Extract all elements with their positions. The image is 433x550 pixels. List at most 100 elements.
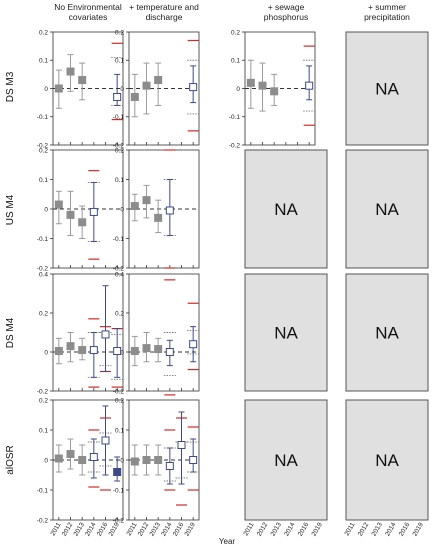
y-tick-label: 0.4 <box>39 271 48 278</box>
na-label-r3-c4: NA <box>375 324 399 343</box>
x-tick-label: 2016 <box>172 521 185 537</box>
y-tick-label: -0.2 <box>37 265 49 272</box>
estimate-point-2016 <box>177 441 186 449</box>
estimate-point-2012 <box>142 81 151 90</box>
column-title-2-line-2: discharge <box>146 12 183 22</box>
column-title-3-line-2: phosphorus <box>264 12 308 22</box>
estimate-point-2011 <box>130 92 139 101</box>
y-tick-label: -0.1 <box>113 114 125 121</box>
y-tick-label: 0 <box>44 457 48 464</box>
column-title-1-line-2: covariates <box>69 12 108 22</box>
y-tick-label: -0.2 <box>113 388 125 395</box>
estimate-point-2011 <box>130 347 139 356</box>
x-tick-label: 2016 <box>398 521 411 537</box>
estimate-point-2019 <box>113 468 122 476</box>
y-tick-label: -0.1 <box>37 236 49 243</box>
y-tick-label: -0.2 <box>37 517 49 524</box>
estimate-point-2016 <box>101 330 110 339</box>
estimate-point-2019 <box>189 456 198 464</box>
estimate-point-2012 <box>142 456 151 464</box>
y-tick-label: 0.2 <box>39 29 48 36</box>
y-tick-label: 0 <box>120 86 124 93</box>
estimate-point-2012 <box>66 450 75 458</box>
estimate-point-2013 <box>78 76 87 85</box>
x-tick-label: 2014 <box>160 521 173 537</box>
column-title-4-line-1: + summer <box>368 2 406 12</box>
x-tick-label: 2013 <box>371 521 384 537</box>
na-panel-r1-c4 <box>345 31 429 146</box>
estimate-point-2012 <box>142 196 151 205</box>
row-label-1: DS M3 <box>5 71 16 102</box>
estimate-point-2019 <box>189 83 198 92</box>
y-tick-label: 0.2 <box>39 310 48 317</box>
x-tick-label: 2019 <box>412 521 425 537</box>
estimate-point-2013 <box>154 456 163 464</box>
y-tick-label: 0 <box>120 457 124 464</box>
column-title-3-line-1: + sewage <box>268 2 305 12</box>
estimate-point-2013 <box>154 345 163 354</box>
y-tick-label: 0.2 <box>39 147 48 154</box>
x-tick-label: 2012 <box>357 521 370 537</box>
x-tick-label: 2014 <box>84 521 97 537</box>
column-title-4-line-2: precipitation <box>364 12 410 22</box>
estimate-point-2019 <box>189 340 198 349</box>
y-tick-label: -0.1 <box>113 487 125 494</box>
estimate-point-2011 <box>54 200 63 209</box>
estimate-point-2014 <box>89 453 98 461</box>
estimate-point-2016 <box>101 436 110 445</box>
y-tick-label: 0.1 <box>115 58 124 65</box>
na-label-r2-c3: NA <box>274 200 298 219</box>
y-tick-label: 0 <box>120 349 124 356</box>
y-tick-label: 0.1 <box>115 177 124 184</box>
x-tick-label: 2016 <box>297 521 310 537</box>
estimate-point-2019 <box>113 92 122 101</box>
estimate-point-2012 <box>142 344 151 353</box>
na-panel-r2-c4 <box>345 149 429 269</box>
na-label-r2-c4: NA <box>375 200 399 219</box>
y-tick-label: 0.1 <box>39 177 48 184</box>
estimate-point-2012 <box>66 210 75 219</box>
y-tick-label: -0.1 <box>37 114 49 121</box>
column-title-1-line-1: No Environmental <box>54 2 122 12</box>
estimate-point-2013 <box>270 87 279 96</box>
estimate-point-2013 <box>78 346 87 355</box>
estimate-point-2012 <box>66 342 75 351</box>
row-label-2: US M4 <box>5 194 16 225</box>
x-tick-label: 2013 <box>270 521 283 537</box>
y-tick-label: -0.2 <box>37 142 49 149</box>
x-tick-label: 2012 <box>137 521 150 537</box>
y-tick-label: -0.2 <box>229 142 241 149</box>
x-tick-label: 2014 <box>384 521 397 537</box>
y-tick-label: 0.2 <box>115 310 124 317</box>
column-title-2-line-1: + temperature and <box>129 2 199 12</box>
estimate-point-2011 <box>54 347 63 356</box>
x-tick-label: 2011 <box>243 521 256 537</box>
y-tick-label: 0.2 <box>39 397 48 404</box>
y-tick-label: -0.2 <box>113 142 125 149</box>
x-axis-title: Year <box>219 537 236 546</box>
estimate-point-2013 <box>154 213 163 222</box>
na-label-r3-c3: NA <box>274 324 298 343</box>
estimate-point-2012 <box>258 81 267 90</box>
estimate-point-2011 <box>246 78 255 87</box>
x-tick-label: 2019 <box>311 521 324 537</box>
y-tick-label: -0.1 <box>37 487 49 494</box>
x-tick-label: 2011 <box>344 521 357 537</box>
y-tick-label: 0 <box>236 86 240 93</box>
x-tick-label: 2012 <box>61 521 74 537</box>
na-panel-r4-c3 <box>244 399 328 521</box>
estimate-point-2011 <box>130 457 139 466</box>
y-tick-label: 0.1 <box>39 427 48 434</box>
estimate-point-2014 <box>165 206 174 215</box>
na-panel-r2-c3 <box>244 149 328 269</box>
y-tick-label: 0 <box>44 349 48 356</box>
estimate-point-2014 <box>165 462 174 470</box>
estimate-point-2011 <box>54 84 63 93</box>
y-tick-label: 0.2 <box>115 147 124 154</box>
na-panel-r4-c4 <box>345 399 429 521</box>
estimate-point-2019 <box>305 81 314 90</box>
x-tick-label: 2013 <box>149 521 162 537</box>
y-tick-label: 0.2 <box>115 397 124 404</box>
y-tick-label: 0.1 <box>115 427 124 434</box>
estimate-point-2013 <box>154 76 163 85</box>
